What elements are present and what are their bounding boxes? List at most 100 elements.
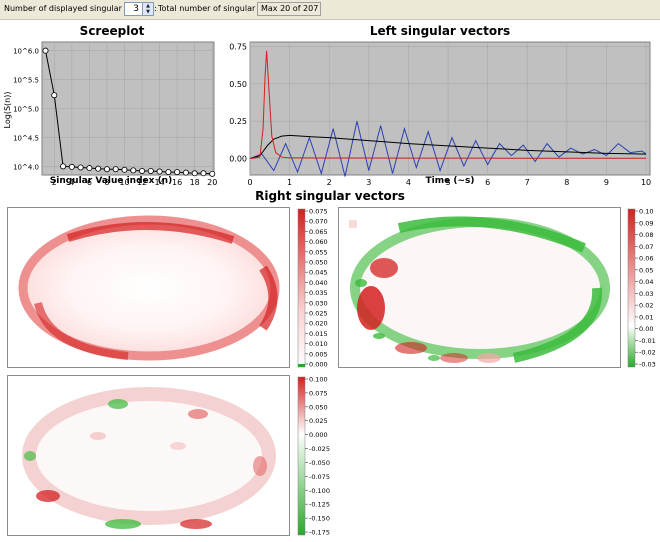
map2-green-top xyxy=(397,216,586,253)
screeplot-xlabel: Singular Value index (n) xyxy=(49,176,173,186)
colorbar-tick-label: -0.050 xyxy=(309,459,330,467)
displayed-vectors-spinner[interactable]: 3 ▲ ▼ xyxy=(124,2,154,16)
map3-red-top-right xyxy=(188,409,208,419)
screeplot-point xyxy=(182,169,189,176)
map1-ring-right xyxy=(259,265,278,331)
left-vectors-ytick-label: 0.00 xyxy=(229,155,247,164)
screeplot-point xyxy=(147,167,154,174)
colorbar-tick-label: 0.04 xyxy=(639,278,653,286)
colorbar-tick-label: 0.070 xyxy=(309,218,328,226)
screeplot-point xyxy=(200,170,207,177)
screeplot-xtick-label: 10 xyxy=(119,178,129,187)
colorbar-tick-label: 0.025 xyxy=(309,417,328,425)
right-vectors-title: Right singular vectors xyxy=(255,189,405,203)
screeplot-xtick-label: 14 xyxy=(154,178,164,187)
map3-colorbar: 0.100 0.075 0.050 0.025 0.000 -0.025 -0.050 -0.… xyxy=(297,376,330,537)
colorbar-tick-label: -0.03 xyxy=(639,361,656,369)
total-values-label: Total number of singular values: xyxy=(158,4,287,13)
left-vectors-ytick-label: 0.25 xyxy=(229,117,247,126)
screeplot-point xyxy=(60,163,67,170)
colorbar-tick-label: 0.07 xyxy=(639,243,653,251)
right-vector-map-3 xyxy=(7,375,290,536)
map3-green-top xyxy=(108,399,128,409)
colorbar-tick-label: 0.055 xyxy=(309,248,328,256)
colorbar-tick-label: 0.01 xyxy=(639,313,653,321)
screeplot-ytick-label: 10^4.5 xyxy=(13,134,39,142)
spinner-buttons[interactable]: ▲ ▼ xyxy=(142,3,153,15)
screeplot-ytick-label: 10^5.0 xyxy=(13,106,39,114)
colorbar-tick-label: 0.020 xyxy=(309,320,328,328)
colorbar-tick-label: 0.06 xyxy=(639,255,653,263)
colorbar-tick-label: 0.00 xyxy=(639,325,653,333)
spinner-down-icon[interactable]: ▼ xyxy=(146,9,150,15)
screeplot-point xyxy=(51,92,58,99)
colorbar-tick-label: -0.175 xyxy=(309,529,330,537)
left-vectors-xtick-label: 9 xyxy=(604,178,609,187)
map3-green-bottom xyxy=(105,519,141,529)
spinner-up-icon[interactable]: ▲ xyxy=(146,3,150,9)
left-vectors-xtick-label: 6 xyxy=(485,178,490,187)
screeplot-point xyxy=(130,167,137,174)
colorbar-tick-label: 0.040 xyxy=(309,279,328,287)
left-vectors-xtick-label: 2 xyxy=(327,178,332,187)
screeplot-point xyxy=(191,170,198,177)
colorbar-tick-label: 0.075 xyxy=(309,389,328,397)
left-vectors-plot-area xyxy=(249,41,651,176)
screeplot-xtick-label: 18 xyxy=(190,178,200,187)
left-vectors-xtick-label: 8 xyxy=(564,178,569,187)
left-vectors-xlabel: Time (~s) xyxy=(425,176,475,186)
screeplot-point xyxy=(42,47,49,54)
map2-red-bottom-left xyxy=(395,342,427,354)
colorbar-tick-label: 0.02 xyxy=(639,302,653,310)
left-vectors-xtick-label: 0 xyxy=(247,178,252,187)
left-vectors-xtick-label: 10 xyxy=(641,178,651,187)
map3-red-right xyxy=(253,456,267,476)
colorbar-tick-label: 0.000 xyxy=(309,361,328,369)
screeplot-point xyxy=(103,166,110,173)
colorbar-tick-label: 0.010 xyxy=(309,340,328,348)
screeplot-point xyxy=(139,167,146,174)
colorbar-tick-label: 0.060 xyxy=(309,238,328,246)
left-vectors-title: Left singular vectors xyxy=(370,24,510,38)
colorbar-tick-label: 0.065 xyxy=(309,228,328,236)
map2-pink-bottom xyxy=(477,353,501,363)
screeplot-point xyxy=(121,166,128,173)
map1-colorbar: 0.075 0.070 0.065 0.060 0.055 0.050 0.045 0.040… xyxy=(297,208,328,369)
screeplot-point xyxy=(174,169,181,176)
left-vectors-series-line xyxy=(249,50,647,160)
colorbar-tick-label: 0.050 xyxy=(309,403,328,411)
map3-red-bottom xyxy=(180,519,212,529)
map2-green-right xyxy=(512,287,603,363)
toolbar: Number of displayed singular vectors: 3 … xyxy=(0,0,660,20)
colorbar-tick-label: 0.050 xyxy=(309,259,328,267)
screeplot-ytick-label: 10^5.5 xyxy=(13,77,39,85)
map3-ring xyxy=(22,387,276,525)
screeplot-point xyxy=(77,164,84,171)
screeplot-point xyxy=(68,163,75,170)
screeplot-point xyxy=(156,168,163,175)
screeplot-ytick-label: 10^6.0 xyxy=(13,48,39,56)
map3-pink-center xyxy=(90,432,106,440)
left-vectors-series-line xyxy=(249,134,647,160)
colorbar-tick-label: 0.05 xyxy=(639,266,653,274)
colorbar-tick-label: 0.075 xyxy=(309,208,328,216)
map3-green-left xyxy=(24,451,36,461)
map1-interior xyxy=(27,224,271,352)
total-values-field: Max 20 of 207 xyxy=(257,2,321,16)
colorbar-tick-label: -0.100 xyxy=(309,487,330,495)
screeplot-point xyxy=(95,165,102,172)
screeplot-point xyxy=(86,165,93,172)
map2-green-bottom-left xyxy=(373,333,385,339)
left-vectors-chart: Left singular vectors 0.00 0.25 0.50 0.75 0… xyxy=(229,24,651,187)
map2-red-left xyxy=(357,286,385,330)
screeplot-xtick-label: 4 xyxy=(69,178,74,187)
colorbar-tick-label: 0.100 xyxy=(309,376,328,384)
map3-pink-center-right xyxy=(170,442,186,450)
map2-green-bottom xyxy=(428,355,440,361)
colorbar-tick-label: 0.10 xyxy=(639,208,653,216)
colorbar-tick-label: -0.01 xyxy=(639,337,656,345)
colorbar-tick-label: 0.09 xyxy=(639,219,653,227)
displayed-vectors-value: 3 xyxy=(133,4,139,14)
screeplot-point xyxy=(112,166,119,173)
screeplot-xtick-label: 2 xyxy=(52,178,57,187)
